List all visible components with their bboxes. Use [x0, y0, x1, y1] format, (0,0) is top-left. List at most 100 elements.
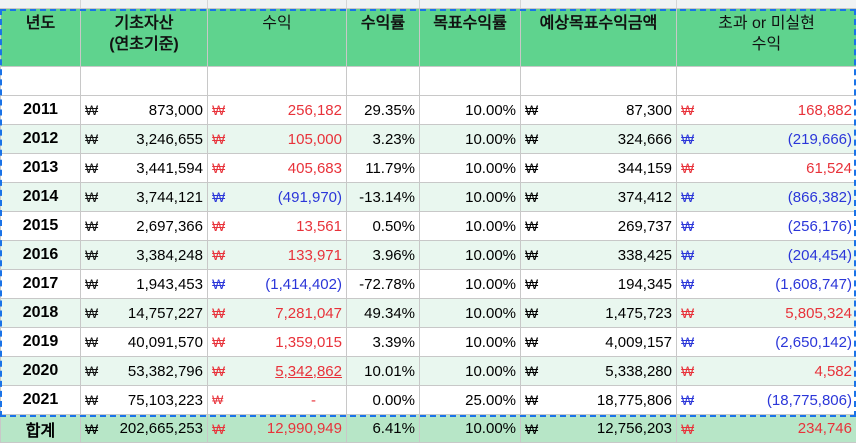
profit-cell[interactable]: ₩- — [208, 386, 347, 415]
total-rate[interactable]: 6.41% — [347, 415, 420, 443]
year-cell[interactable]: 2018 — [1, 299, 81, 328]
year-cell[interactable]: 2016 — [1, 241, 81, 270]
profit-cell[interactable]: ₩105,000 — [208, 125, 347, 154]
target-rate-cell[interactable]: 10.00% — [420, 357, 521, 386]
base-asset-cell[interactable]: ₩3,384,248 — [81, 241, 208, 270]
base-asset-cell[interactable]: ₩53,382,796 — [81, 357, 208, 386]
profit-cell[interactable]: ₩7,281,047 — [208, 299, 347, 328]
excess-cell[interactable]: ₩61,524 — [677, 154, 856, 183]
header-year[interactable]: 년도 — [1, 9, 81, 67]
header-base-asset[interactable]: 기초자산 (연초기준) — [81, 9, 208, 67]
base-asset-cell[interactable]: ₩1,943,453 — [81, 270, 208, 299]
profit-rate-cell[interactable]: 0.50% — [347, 212, 420, 241]
target-rate-cell[interactable]: 10.00% — [420, 96, 521, 125]
profit-cell[interactable]: ₩256,182 — [208, 96, 347, 125]
expected-amount-cell[interactable]: ₩269,737 — [521, 212, 677, 241]
year-cell[interactable]: 2011 — [1, 96, 81, 125]
header-target-rate[interactable]: 목표수익률 — [420, 9, 521, 67]
year-cell[interactable]: 2013 — [1, 154, 81, 183]
expected-amount-cell[interactable]: ₩194,345 — [521, 270, 677, 299]
expected-amount-cell[interactable]: ₩5,338,280 — [521, 357, 677, 386]
excess-cell[interactable]: ₩(2,650,142) — [677, 328, 856, 357]
won-sign: ₩ — [85, 102, 98, 118]
excess-cell[interactable]: ₩5,805,324 — [677, 299, 856, 328]
base-asset-value: 2,697,366 — [136, 218, 203, 235]
returns-table: 년도 기초자산 (연초기준) 수익 수익률 목표수익률 예상목표수익금액 초과 … — [0, 8, 856, 443]
year-cell[interactable]: 2014 — [1, 183, 81, 212]
target-rate-cell[interactable]: 10.00% — [420, 125, 521, 154]
target-rate-cell[interactable]: 10.00% — [420, 241, 521, 270]
profit-rate-cell[interactable]: 49.34% — [347, 299, 420, 328]
excess-cell[interactable]: ₩168,882 — [677, 96, 856, 125]
year-cell[interactable]: 2015 — [1, 212, 81, 241]
profit-rate-cell[interactable]: -72.78% — [347, 270, 420, 299]
profit-rate-cell[interactable]: 3.23% — [347, 125, 420, 154]
base-asset-cell[interactable]: ₩40,091,570 — [81, 328, 208, 357]
year-cell[interactable]: 2012 — [1, 125, 81, 154]
total-label[interactable]: 합계 — [1, 415, 81, 443]
profit-rate-cell[interactable]: -13.14% — [347, 183, 420, 212]
excess-cell[interactable]: ₩4,582 — [677, 357, 856, 386]
base-asset-cell[interactable]: ₩2,697,366 — [81, 212, 208, 241]
expected-amount-cell[interactable]: ₩344,159 — [521, 154, 677, 183]
base-asset-cell[interactable]: ₩873,000 — [81, 96, 208, 125]
total-target[interactable]: 10.00% — [420, 415, 521, 443]
profit-cell[interactable]: ₩13,561 — [208, 212, 347, 241]
target-rate-cell[interactable]: 10.00% — [420, 270, 521, 299]
profit-cell[interactable]: ₩133,971 — [208, 241, 347, 270]
won-sign: ₩ — [85, 131, 98, 147]
profit-rate-cell[interactable]: 29.35% — [347, 96, 420, 125]
profit-rate-cell[interactable]: 10.01% — [347, 357, 420, 386]
excess-cell[interactable]: ₩(256,176) — [677, 212, 856, 241]
header-profit[interactable]: 수익 — [208, 9, 347, 67]
excess-cell[interactable]: ₩(866,382) — [677, 183, 856, 212]
base-asset-cell[interactable]: ₩75,103,223 — [81, 386, 208, 415]
total-base-cell[interactable]: ₩202,665,253 — [81, 415, 208, 443]
profit-cell[interactable]: ₩405,683 — [208, 154, 347, 183]
won-sign: ₩ — [681, 218, 694, 234]
total-profit-cell[interactable]: ₩12,990,949 — [208, 415, 347, 443]
expected-amount-cell[interactable]: ₩338,425 — [521, 241, 677, 270]
profit-cell[interactable]: ₩(491,970) — [208, 183, 347, 212]
expected-amount-cell[interactable]: ₩374,412 — [521, 183, 677, 212]
base-asset-cell[interactable]: ₩14,757,227 — [81, 299, 208, 328]
base-asset-cell[interactable]: ₩3,744,121 — [81, 183, 208, 212]
year-cell[interactable]: 2020 — [1, 357, 81, 386]
excess-cell[interactable]: ₩(219,666) — [677, 125, 856, 154]
profit-rate-cell[interactable]: 3.39% — [347, 328, 420, 357]
target-rate-cell[interactable]: 10.00% — [420, 328, 521, 357]
profit-rate-cell[interactable]: 3.96% — [347, 241, 420, 270]
header-excess[interactable]: 초과 or 미실현 수익 — [677, 9, 856, 67]
expected-amount-cell[interactable]: ₩324,666 — [521, 125, 677, 154]
header-profit-rate[interactable]: 수익률 — [347, 9, 420, 67]
profit-rate-cell[interactable]: 11.79% — [347, 154, 420, 183]
expected-amount-cell[interactable]: ₩1,475,723 — [521, 299, 677, 328]
total-base: 202,665,253 — [120, 420, 203, 437]
profit-cell[interactable]: ₩5,342,862 — [208, 357, 347, 386]
year-cell[interactable]: 2019 — [1, 328, 81, 357]
profit-rate-cell[interactable]: 0.00% — [347, 386, 420, 415]
total-excess-cell[interactable]: ₩234,746 — [677, 415, 856, 443]
expected-amount-cell[interactable]: ₩87,300 — [521, 96, 677, 125]
target-rate-cell[interactable]: 25.00% — [420, 386, 521, 415]
excess-cell[interactable]: ₩(18,775,806) — [677, 386, 856, 415]
expected-amount-cell[interactable]: ₩18,775,806 — [521, 386, 677, 415]
expected-amount-cell[interactable]: ₩4,009,157 — [521, 328, 677, 357]
won-sign: ₩ — [525, 305, 538, 321]
target-rate-cell[interactable]: 10.00% — [420, 183, 521, 212]
total-expected-cell[interactable]: ₩12,756,203 — [521, 415, 677, 443]
year-cell[interactable]: 2017 — [1, 270, 81, 299]
target-rate-cell[interactable]: 10.00% — [420, 299, 521, 328]
year-cell[interactable]: 2021 — [1, 386, 81, 415]
profit-cell[interactable]: ₩(1,414,402) — [208, 270, 347, 299]
excess-cell[interactable]: ₩(204,454) — [677, 241, 856, 270]
header-expected-amount[interactable]: 예상목표수익금액 — [521, 9, 677, 67]
target-rate-cell[interactable]: 10.00% — [420, 212, 521, 241]
profit-cell[interactable]: ₩1,359,015 — [208, 328, 347, 357]
excess-cell[interactable]: ₩(1,608,747) — [677, 270, 856, 299]
target-rate-cell[interactable]: 10.00% — [420, 154, 521, 183]
base-asset-cell[interactable]: ₩3,441,594 — [81, 154, 208, 183]
base-asset-cell[interactable]: ₩3,246,655 — [81, 125, 208, 154]
